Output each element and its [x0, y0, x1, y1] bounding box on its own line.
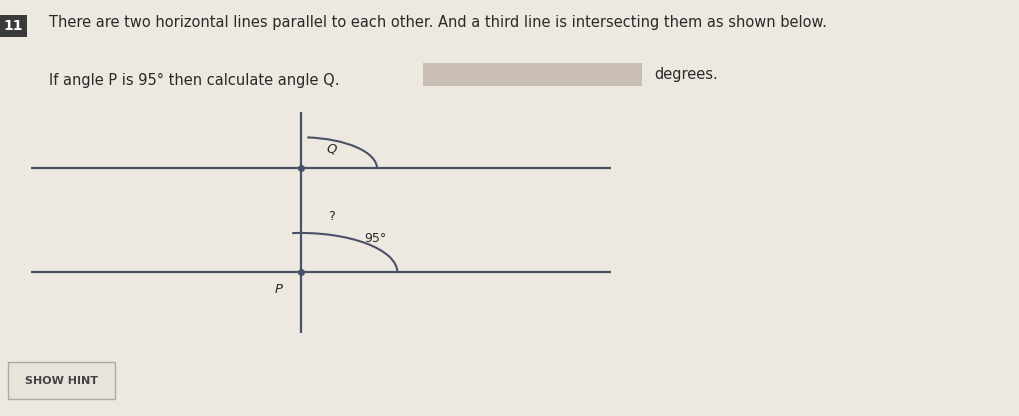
- Text: If angle P is 95° then calculate angle Q.: If angle P is 95° then calculate angle Q…: [49, 73, 339, 88]
- FancyBboxPatch shape: [423, 63, 642, 86]
- Text: There are two horizontal lines parallel to each other. And a third line is inter: There are two horizontal lines parallel …: [49, 15, 826, 30]
- Text: Q: Q: [327, 142, 337, 155]
- Text: P: P: [274, 282, 282, 296]
- Text: degrees.: degrees.: [654, 67, 718, 82]
- Text: 11: 11: [3, 19, 23, 33]
- Text: ?: ?: [328, 210, 334, 223]
- Text: SHOW HINT: SHOW HINT: [24, 376, 98, 386]
- FancyBboxPatch shape: [8, 362, 115, 399]
- Text: 95°: 95°: [365, 233, 387, 245]
